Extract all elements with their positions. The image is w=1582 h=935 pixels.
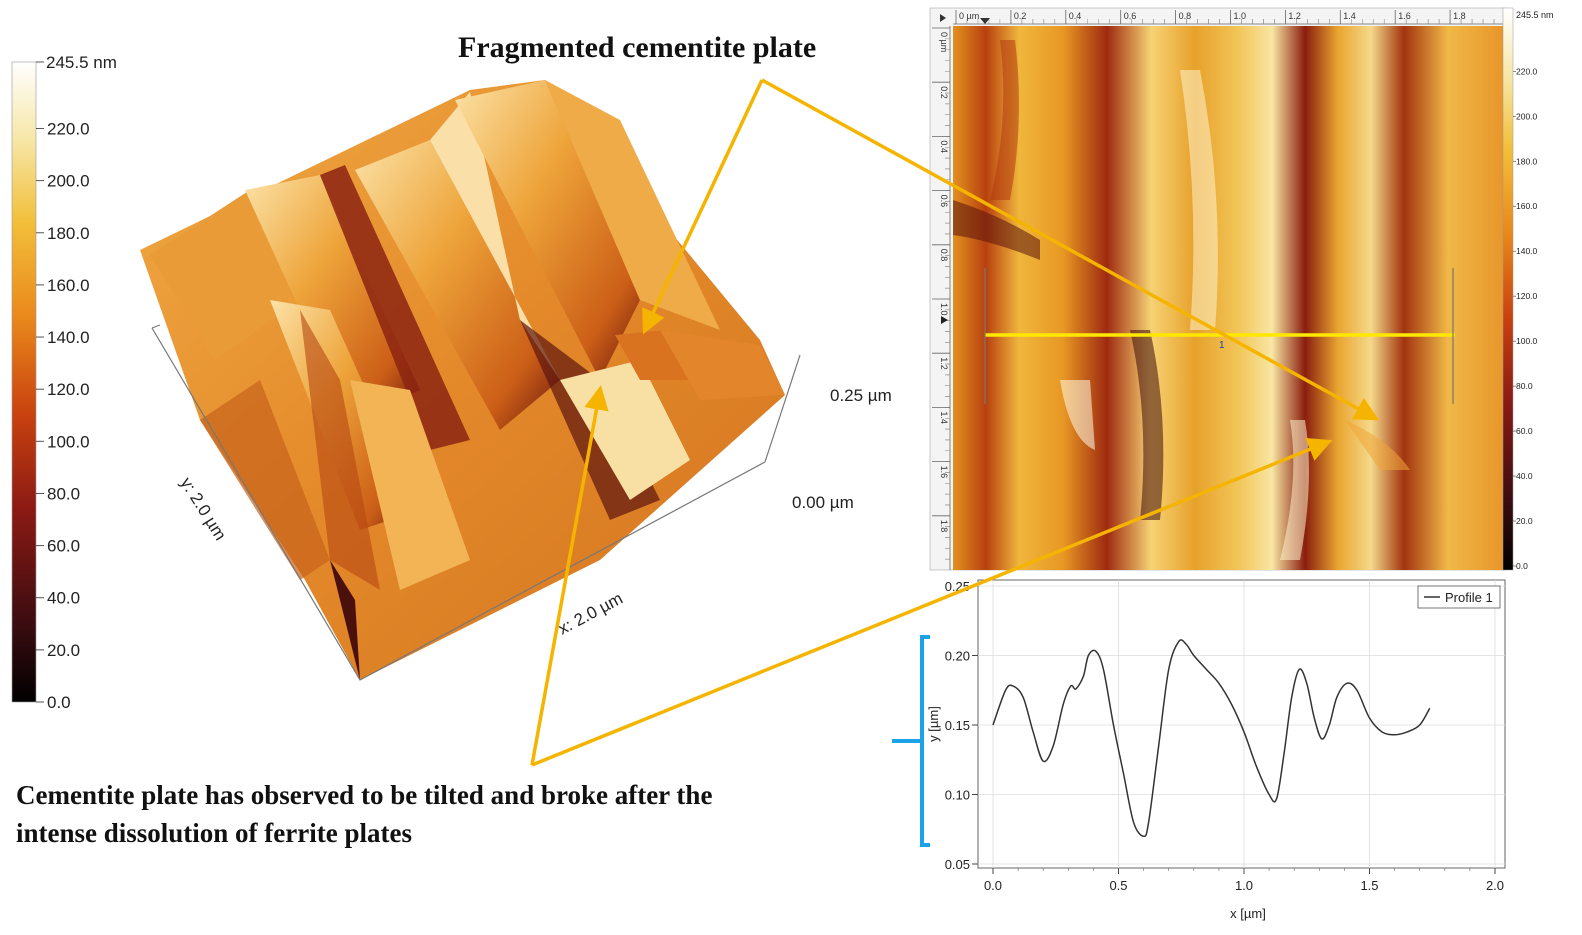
afm-map-y-tick-label: 1.0 (939, 303, 949, 316)
afm-map-x-tick-label: 0.2 (1014, 11, 1027, 21)
afm-map-colorbar (1502, 7, 1514, 571)
chart-x-ticks: 0.0 0.5 1.0 1.5 2.0 (984, 868, 1504, 893)
afm-map-colorbar-tick-label: 180.0 (1516, 156, 1538, 166)
left-colorbar-tick-label: 200.0 (47, 172, 90, 191)
chart-series-profile-1 (992, 639, 1431, 837)
left-colorbar-tick-label: 20.0 (47, 641, 80, 660)
chart-gridlines (978, 580, 1505, 868)
chart-y-tick-label: 0.15 (945, 718, 970, 733)
afm-map-colorbar-max: 245.5 nm (1516, 10, 1554, 20)
surface-z-top-label: 0.25 µm (830, 386, 892, 405)
chart-y-tick-label: 0.10 (945, 788, 970, 803)
left-colorbar-tick-label: 220.0 (47, 119, 90, 138)
annotation-tilted-line-1: Cementite plate has observed to be tilte… (16, 780, 712, 810)
left-colorbar-tick-label: 40.0 (47, 589, 80, 608)
left-colorbar-max-label: 245.5 nm (46, 53, 117, 72)
chart-y-ticks: 0.250.200.150.100.05 (945, 579, 978, 872)
afm-map-y-tick-label: 0.4 (939, 140, 949, 153)
chart-y-tick-label: 0.05 (945, 857, 970, 872)
left-colorbar-tick-label: 120.0 (47, 380, 90, 399)
afm-map-texture (953, 40, 1410, 560)
surface-base-axes (151, 327, 766, 681)
chart-x-tick-label: 0.5 (1109, 878, 1127, 893)
chart-x-axis-label: x [µm] (1230, 906, 1266, 921)
left-colorbar-tick-label: 140.0 (47, 328, 90, 347)
afm-map-x-tick-label: 1.0 (1234, 11, 1247, 21)
afm-map-colorbar-tick-label: 80.0 (1516, 381, 1533, 391)
afm-map-y-tick-label: 0.6 (939, 195, 949, 208)
afm-map-y-tick-label: 0.8 (939, 249, 949, 262)
arrow-to-map-tilted (531, 438, 1333, 767)
afm-map-colorbar-tick-label: 200.0 (1516, 111, 1538, 121)
afm-map-image (953, 26, 1503, 570)
surface-y-axis-label: y: 2.0 µm (177, 474, 230, 544)
chart-x-tick-label: 1.5 (1360, 878, 1378, 893)
afm-height-map: 0 µm 0.2 0.4 0.6 0.8 1.0 1.2 1.4 1.6 1.8 0 µm0.20… (929, 7, 1554, 571)
afm-map-y-tick-label: 1.4 (939, 411, 949, 424)
surface-ridges (150, 80, 785, 680)
afm-map-colorbar-tick-label: 160.0 (1516, 201, 1538, 211)
afm-map-colorbar-tick-label: 40.0 (1516, 471, 1533, 481)
profile-chart: 0.0 0.5 1.0 1.5 2.0 0.250.200.150.100.05 Pro… (892, 579, 1506, 921)
chart-x-tick-label: 0.0 (984, 878, 1002, 893)
left-colorbar-tick-label: 100.0 (47, 432, 90, 451)
afm-map-colorbar-tick-label: 0.0 (1516, 561, 1528, 571)
afm-map-colorbar-tick-label: 220.0 (1516, 66, 1538, 76)
chart-x-tick-label: 2.0 (1486, 878, 1504, 893)
left-colorbar-tick-label: 60.0 (47, 537, 80, 556)
annotation-tilted-line-2: intense dissolution of ferrite plates (16, 818, 412, 848)
afm-map-x-tick-label: 0 µm (959, 11, 979, 21)
left-colorbar: 220.0 200.0 180.0 160.0 140.0 120.0 100.0 80.0 6… (11, 53, 117, 712)
afm-map-y-tick-label: 1.8 (939, 520, 949, 533)
afm-map-x-tick-label: 1.6 (1398, 11, 1411, 21)
left-colorbar-gradient (11, 61, 37, 703)
afm-map-colorbar-ticks: 220.0 200.0 180.0 160.0 140.0 120.0 100.0 80.0 6… (1513, 66, 1538, 571)
surface-z-bottom-label: 0.00 µm (792, 493, 854, 512)
profile-marker-label: 1 (1219, 340, 1225, 351)
chart-legend-entry: Profile 1 (1445, 590, 1493, 605)
chart-x-tick-label: 1.0 (1235, 878, 1253, 893)
afm-map-x-tick-label: 0.8 (1179, 11, 1192, 21)
chart-legend: Profile 1 (1417, 585, 1501, 609)
chart-y-tick-label: 0.20 (945, 649, 970, 664)
annotation-arrows (530, 78, 1380, 767)
afm-map-x-tick-label: 1.8 (1453, 11, 1466, 21)
afm-map-x-tick-label: 1.2 (1288, 11, 1301, 21)
left-colorbar-tick-label: 0.0 (47, 693, 71, 712)
surface-z-axis (764, 354, 801, 463)
arrow-to-surface-tilted (530, 385, 609, 766)
afm-map-y-tick-label: 1.2 (939, 357, 949, 370)
afm-map-x-tick-label: 1.4 (1343, 11, 1356, 21)
left-colorbar-tick-label: 160.0 (47, 276, 90, 295)
afm-map-colorbar-tick-label: 100.0 (1516, 336, 1538, 346)
surface-x-axis-label: x: 2.0 µm (555, 589, 626, 639)
surface-3d-view: y: 2.0 µm x: 2.0 µm 0.25 µm 0.00 µm (140, 80, 892, 681)
afm-map-x-tick-label: 0.6 (1124, 11, 1137, 21)
afm-map-colorbar-tick-label: 20.0 (1516, 516, 1533, 526)
afm-map-colorbar-tick-label: 140.0 (1516, 246, 1538, 256)
afm-map-y-ruler: 0 µm 0.2 0.4 0.6 0.8 1.0 1.2 1.4 1.6 1.8 (932, 27, 950, 560)
afm-map-colorbar-tick-label: 60.0 (1516, 426, 1533, 436)
left-colorbar-ticks: 220.0 200.0 180.0 160.0 140.0 120.0 100.0 80.0 6… (36, 61, 90, 712)
afm-map-y-tick-label: 0.2 (939, 86, 949, 99)
left-colorbar-tick-label: 180.0 (47, 224, 90, 243)
annotation-fragmented-cementite: Fragmented cementite plate (458, 31, 816, 64)
left-colorbar-tick-label: 80.0 (47, 484, 80, 503)
afm-map-colorbar-tick-label: 120.0 (1516, 291, 1538, 301)
afm-map-x-ruler: 0 µm 0.2 0.4 0.6 0.8 1.0 1.2 1.4 1.6 1.8 (955, 10, 1495, 24)
afm-map-x-tick-label: 0.4 (1069, 11, 1082, 21)
chart-y-axis-label: y [µm] (926, 706, 941, 742)
arrow-to-surface-fragment (642, 79, 764, 335)
arrow-to-map-fragment (761, 78, 1380, 421)
afm-map-y-tick-label: 1.6 (939, 466, 949, 479)
afm-map-y-tick-label: 0 µm (939, 32, 949, 52)
